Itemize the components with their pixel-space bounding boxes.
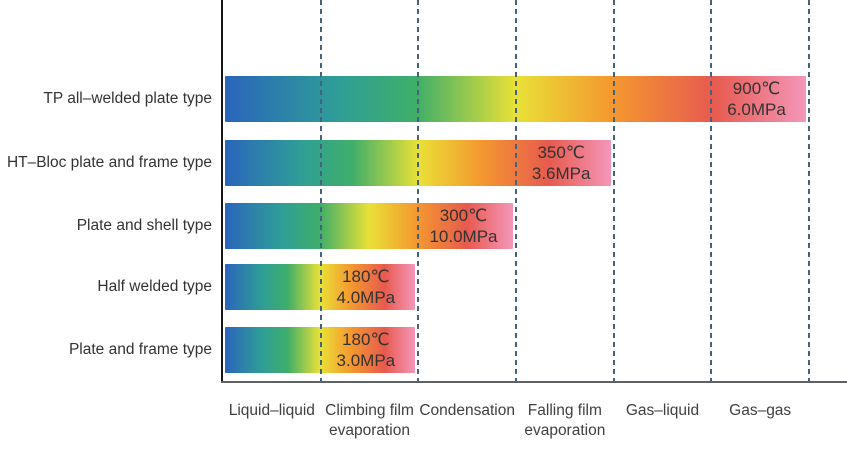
max-temperature-value: 900℃ xyxy=(732,79,781,98)
dashed-gridline xyxy=(710,0,713,381)
row-label: Plate and shell type xyxy=(76,217,212,234)
dashed-gridline xyxy=(808,0,811,381)
max-pressure-value: 3.0MPa xyxy=(336,351,396,370)
max-temperature-value: 180℃ xyxy=(342,330,390,349)
max-temperature-value: 180℃ xyxy=(342,267,390,286)
row-label: Half welded type xyxy=(97,278,212,295)
bar-value-label: 350℃ 3.6MPa xyxy=(514,142,609,184)
bar-value-label: 180℃ 3.0MPa xyxy=(318,329,413,371)
max-pressure-value: 3.6MPa xyxy=(531,164,591,183)
dashed-gridline xyxy=(319,0,322,381)
x-axis-label: Gas–gas xyxy=(685,401,835,421)
y-axis-line xyxy=(221,0,223,383)
row-label: Plate and frame type xyxy=(68,341,212,358)
x-axis-label: Falling film evaporation xyxy=(490,401,640,441)
x-axis-label-line1: Liquid–liquid xyxy=(228,402,315,419)
bar-value-label: 180℃ 4.0MPa xyxy=(318,266,413,308)
range-bar: 300℃ 10.0MPa xyxy=(225,203,513,249)
max-pressure-value: 10.0MPa xyxy=(429,227,498,246)
x-axis-line xyxy=(221,381,847,383)
x-axis-label: Liquid–liquid xyxy=(197,401,347,421)
x-axis-label-line2: evaporation xyxy=(328,422,410,439)
x-axis-label-line1: Gas–liquid xyxy=(625,402,700,419)
row-label: HT–Bloc plate and frame type xyxy=(6,154,212,171)
max-temperature-value: 300℃ xyxy=(439,206,488,225)
row-label: TP all–welded plate type xyxy=(43,90,212,107)
x-axis-label: Climbing film evaporation xyxy=(295,401,445,441)
x-axis-label: Condensation xyxy=(392,401,542,421)
x-axis-label-line1: Falling film xyxy=(527,402,602,419)
dashed-gridline xyxy=(612,0,615,381)
x-axis-label-line1: Climbing film xyxy=(325,402,414,419)
max-pressure-value: 4.0MPa xyxy=(336,288,396,307)
x-axis-label-line1: Condensation xyxy=(419,402,515,419)
max-pressure-value: 6.0MPa xyxy=(727,100,786,119)
x-axis-label-line2: evaporation xyxy=(524,422,606,439)
max-temperature-value: 350℃ xyxy=(537,143,585,162)
bar-value-label: 900℃ 6.0MPa xyxy=(709,78,804,120)
x-axis-label: Gas–liquid xyxy=(588,401,738,421)
dashed-gridline xyxy=(515,0,517,381)
x-axis-label-line1: Gas–gas xyxy=(729,402,792,419)
dashed-gridline xyxy=(417,0,420,381)
bar-value-label: 300℃ 10.0MPa xyxy=(416,205,511,247)
